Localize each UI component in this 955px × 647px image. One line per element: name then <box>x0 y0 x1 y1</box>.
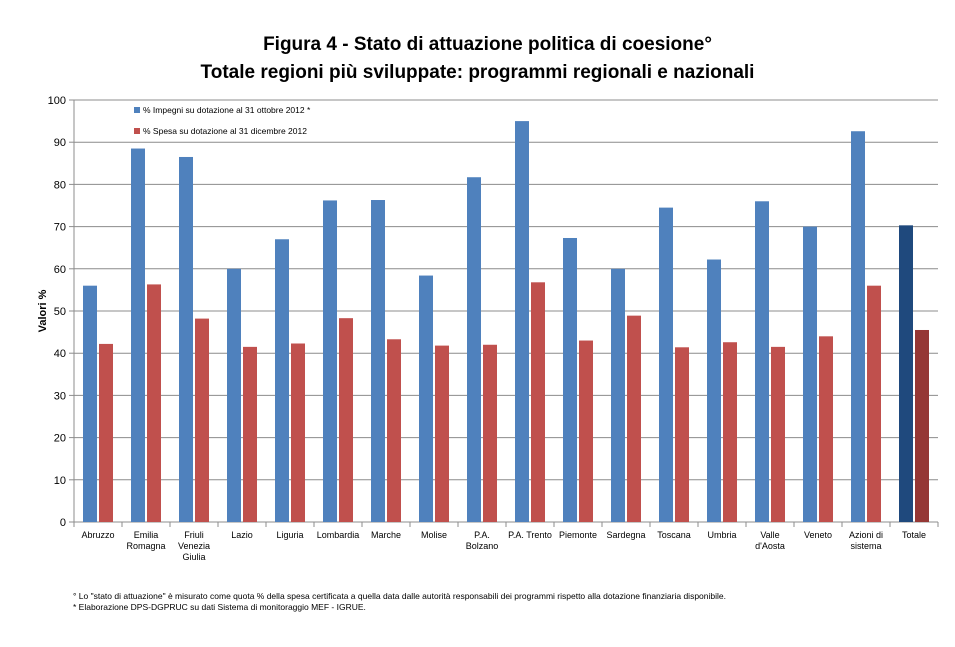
bar-impegni <box>659 207 673 523</box>
y-tick-label: 10 <box>54 475 66 487</box>
bar-spesa <box>483 344 497 522</box>
chart-subtitle: Totale regioni più sviluppate: programmi… <box>200 62 755 83</box>
y-tick-label: 70 <box>54 222 66 234</box>
bar-impegni <box>707 259 721 522</box>
bar-spesa <box>531 282 545 522</box>
bar-impegni <box>371 200 385 522</box>
y-tick-label: 90 <box>54 137 66 149</box>
x-tick-label: P.A. Bolzano <box>466 530 499 551</box>
bar-spesa <box>819 336 833 522</box>
bar-spesa <box>771 346 785 522</box>
bar-spesa <box>723 342 737 522</box>
bar-spesa <box>195 318 209 522</box>
bar-spesa <box>147 284 161 522</box>
bar-spesa <box>579 340 593 522</box>
legend-label: % Impegni su dotazione al 31 ottobre 201… <box>143 105 311 115</box>
bar-impegni <box>131 148 145 522</box>
bar-impegni <box>899 225 913 523</box>
x-tick-label: Liguria <box>276 530 303 540</box>
y-tick-label: 100 <box>48 95 66 107</box>
legend-swatch <box>134 128 140 134</box>
legend-swatch <box>134 107 140 113</box>
bar-spesa <box>915 329 929 522</box>
y-tick-label: 50 <box>54 306 66 318</box>
x-tick-label: Molise <box>421 530 447 540</box>
x-tick-label: Friuli Venezia Giulia <box>178 530 210 562</box>
bar-impegni <box>563 237 577 522</box>
x-tick-label: P.A. Trento <box>508 530 552 540</box>
x-tick-label: Abruzzo <box>81 530 114 540</box>
bar-impegni <box>467 177 481 522</box>
bar-impegni <box>419 275 433 522</box>
x-tick-label: Umbria <box>707 530 736 540</box>
y-tick-label: 80 <box>54 179 66 191</box>
footnote-source: * Elaborazione DPS-DGPRUC su dati Sistem… <box>73 602 366 612</box>
x-tick-label: Sardegna <box>606 530 645 540</box>
bar-impegni <box>611 268 625 522</box>
bar-spesa <box>867 285 881 522</box>
bar-spesa <box>435 345 449 522</box>
bar-impegni <box>755 201 769 522</box>
bar-spesa <box>291 343 305 522</box>
x-tick-label: Lombardia <box>317 530 360 540</box>
bar-spesa <box>627 315 641 522</box>
x-tick-label: Valle d'Aosta <box>755 530 785 551</box>
y-tick-label: 0 <box>60 517 66 529</box>
y-tick-label: 30 <box>54 390 66 402</box>
bar-spesa <box>99 343 113 522</box>
chart-title: Figura 4 - Stato di attuazione politica … <box>263 34 712 55</box>
x-tick-label: Veneto <box>804 530 832 540</box>
x-tick-label: Azioni di sistema <box>849 530 883 551</box>
bar-spesa <box>675 347 689 522</box>
bar-spesa <box>339 318 353 522</box>
legend-label: % Spesa su dotazione al 31 dicembre 2012 <box>143 126 307 136</box>
y-tick-label: 60 <box>54 264 66 276</box>
bar-impegni <box>803 226 817 522</box>
y-tick-label: 20 <box>54 433 66 445</box>
bar-impegni <box>515 121 529 522</box>
x-tick-label: Piemonte <box>559 530 597 540</box>
x-tick-label: Toscana <box>657 530 691 540</box>
bar-spesa <box>243 346 257 522</box>
x-tick-label: Emilia Romagna <box>126 530 165 551</box>
bar-impegni <box>275 239 289 522</box>
bar-impegni <box>179 156 193 522</box>
bar-impegni <box>227 268 241 522</box>
x-tick-label: Marche <box>371 530 401 540</box>
x-tick-label: Totale <box>902 530 926 540</box>
bar-spesa <box>387 339 401 522</box>
bar-impegni <box>83 285 97 522</box>
footnote-stato-attuazione: ° Lo "stato di attuazione" è misurato co… <box>73 591 726 601</box>
x-tick-label: Lazio <box>231 530 253 540</box>
y-axis-label: Valori % <box>37 289 49 332</box>
bar-impegni <box>323 200 337 522</box>
y-tick-label: 40 <box>54 348 66 360</box>
bar-impegni <box>851 131 865 522</box>
